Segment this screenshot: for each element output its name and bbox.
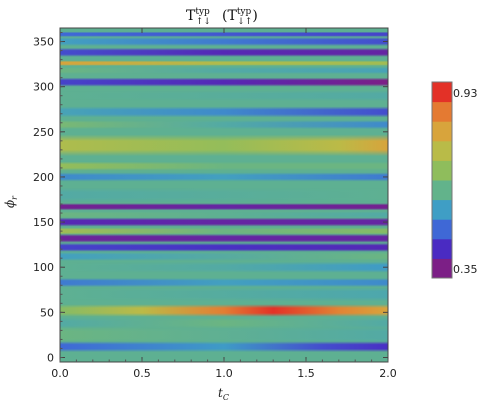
colorbar-min-label: 0.35 <box>453 263 478 276</box>
colorbar-swatch <box>432 199 452 220</box>
heatmap-band <box>60 187 388 203</box>
heatmap-band <box>60 203 388 211</box>
colorbar-max-label: 0.93 <box>453 87 478 100</box>
y-axis: 0 50 100 150 200 250 300 350 <box>33 32 388 364</box>
svg-text:(Ttyp↓↑): (Ttyp ↓↑) <box>222 7 258 27</box>
heatmap-bands <box>60 28 388 362</box>
heatmap-band <box>60 77 388 87</box>
x-tick-label: 1.5 <box>297 367 315 380</box>
heatmap-band <box>60 106 388 118</box>
x-tick-label: 0.0 <box>51 367 69 380</box>
svg-text:Ttyp↑↓: Ttyp ↑↓ <box>186 7 211 27</box>
heatmap-band <box>60 120 388 130</box>
y-tick-label: 0 <box>47 351 54 364</box>
heatmap-band <box>60 37 388 47</box>
y-axis-title: ϕr <box>3 195 19 208</box>
heatmap-band <box>60 317 388 329</box>
heatmap-band <box>60 278 388 288</box>
colorbar-swatch <box>432 121 452 142</box>
colorbar-swatch <box>432 82 452 103</box>
title-part-2-sup: typ <box>237 7 252 17</box>
colorbar-frame <box>431 81 453 279</box>
x-tick-label: 0.5 <box>133 367 151 380</box>
title-part-2-suffix: ) <box>252 8 257 24</box>
heatmap-band <box>60 227 388 235</box>
heatmap-band <box>60 341 388 353</box>
colorbar-swatch <box>432 238 452 259</box>
title-part-2-main: T <box>227 8 237 24</box>
heatmap-band <box>60 31 388 38</box>
chart-title: Ttyp ↑↓ (Ttyp ↓↑) <box>186 7 258 27</box>
heatmap-band <box>60 161 388 171</box>
title-part-1-sup: typ <box>195 7 210 17</box>
y-tick-label: 350 <box>33 36 54 49</box>
heatmap-band <box>60 90 388 102</box>
x-tick-label: 1.0 <box>215 367 233 380</box>
y-tick-label: 100 <box>33 261 54 274</box>
heatmap-band <box>60 261 388 273</box>
title-part-2-prefix: ( <box>222 8 227 24</box>
y-tick-label: 250 <box>33 126 54 139</box>
colorbar-swatch <box>432 140 452 161</box>
heatmap-band <box>60 287 388 302</box>
colorbar-swatch <box>432 101 452 122</box>
x-axis: 0.0 0.5 1.0 1.5 2.0 <box>51 28 397 380</box>
y-tick-label: 300 <box>33 81 54 94</box>
heatmap-band <box>60 304 388 317</box>
heatmap-band <box>60 217 388 227</box>
y-tick-label: 150 <box>33 216 54 229</box>
heatmap-band <box>60 350 388 362</box>
x-tick-label: 2.0 <box>379 367 397 380</box>
heatmap-band <box>60 233 388 243</box>
heatmap-band <box>60 134 388 157</box>
y-tick-label: 50 <box>40 306 54 319</box>
x-axis-title: tC <box>218 386 229 402</box>
y-tick-label: 200 <box>33 171 54 184</box>
heatmap-band <box>60 172 388 182</box>
title-part-1-main: T <box>186 8 196 24</box>
heatmap-band <box>60 242 388 252</box>
colorbar <box>431 81 453 279</box>
title-part-1-sub: ↑↓ <box>196 17 211 27</box>
colorbar-swatch <box>432 160 452 181</box>
heatmap-band <box>60 47 388 57</box>
colorbar-swatch <box>432 180 452 201</box>
heatmap-band <box>60 66 388 75</box>
title-part-2-sub: ↓↑ <box>237 17 252 27</box>
colorbar-swatch <box>432 219 452 240</box>
colorbar-swatch <box>432 258 452 279</box>
heatmap-band <box>60 60 388 66</box>
heatmap-band <box>60 211 388 219</box>
heatmap-band <box>60 251 388 261</box>
heatmap-band <box>60 325 388 344</box>
